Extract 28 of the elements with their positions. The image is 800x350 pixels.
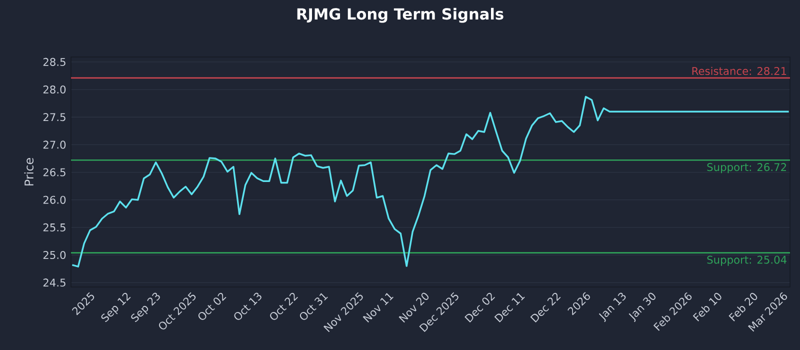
x-tick-label: Oct 22 bbox=[270, 292, 298, 320]
ref-line-label: Resistance: 28.21 bbox=[692, 66, 786, 76]
y-tick-label: 25.0 bbox=[43, 250, 66, 260]
ref-line-label: Support: 25.04 bbox=[707, 256, 786, 266]
x-tick-label: Oct 02 bbox=[198, 292, 226, 320]
y-tick-label: 25.5 bbox=[43, 223, 66, 232]
x-tick-label: Sep 12 bbox=[101, 292, 131, 322]
x-tick-label: Dec 11 bbox=[494, 293, 525, 322]
x-tick-label: Nov 11 bbox=[362, 293, 394, 322]
x-tick-label: Oct 31 bbox=[300, 293, 328, 320]
x-tick-label: Oct 13 bbox=[234, 292, 262, 320]
y-tick-label: 28.5 bbox=[43, 58, 66, 66]
ref-line-label: Support: 26.72 bbox=[707, 163, 786, 174]
x-tick-label: Jan 30 bbox=[628, 292, 656, 322]
x-tick-label: Dec 02 bbox=[464, 292, 496, 322]
y-tick-label: 26.0 bbox=[43, 196, 66, 204]
y-tick-label: 27.5 bbox=[43, 113, 66, 122]
chart-title: RJMG Long Term Signals bbox=[297, 8, 504, 23]
x-tick-label: Feb 10 bbox=[692, 292, 722, 322]
x-tick-label: Jan 13 bbox=[598, 292, 626, 322]
y-tick-label: 27.0 bbox=[43, 140, 66, 149]
y-axis-title: Price bbox=[24, 158, 34, 186]
x-tick-label: Dec 22 bbox=[530, 292, 561, 322]
y-tick-label: 28.0 bbox=[43, 86, 66, 94]
x-tick-label: Sep 23 bbox=[131, 292, 160, 322]
y-tick-label: 26.5 bbox=[43, 168, 66, 176]
y-tick-label: 24.5 bbox=[43, 278, 66, 287]
x-tick-label: Feb 20 bbox=[728, 292, 758, 322]
